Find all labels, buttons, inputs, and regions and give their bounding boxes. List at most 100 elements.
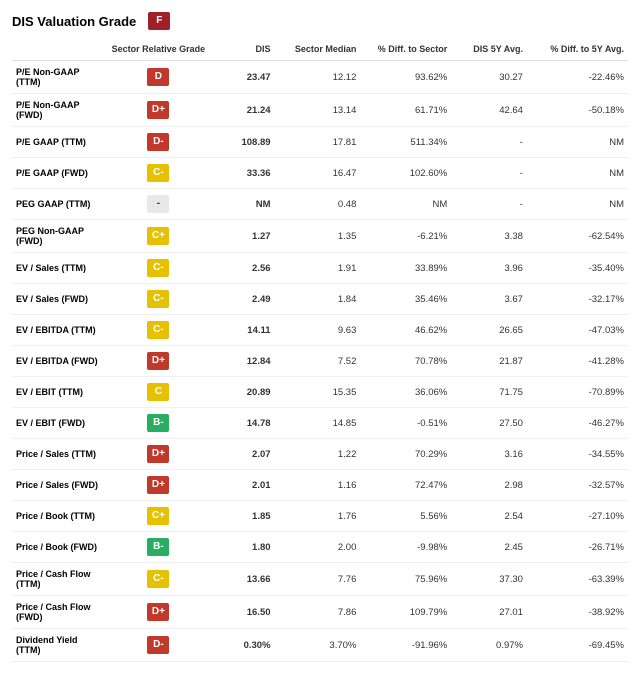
value-cell: -50.18%	[527, 94, 628, 127]
grade-badge: C-	[147, 290, 169, 308]
value-cell: 2.00	[275, 532, 361, 563]
table-row: Price / Cash Flow (FWD)D+16.507.86109.79…	[12, 596, 628, 629]
table-row: P/E GAAP (TTM)D-108.8917.81511.34%-NM	[12, 127, 628, 158]
table-row: Dividend Yield (TTM)D-0.30%3.70%-91.96%0…	[12, 629, 628, 662]
metric-label[interactable]: EV / EBIT (TTM)	[12, 377, 103, 408]
table-row: Price / Sales (TTM)D+2.071.2270.29%3.16-…	[12, 439, 628, 470]
value-cell: 3.96	[451, 253, 527, 284]
metric-label[interactable]: PEG GAAP (TTM)	[12, 189, 103, 220]
value-cell: -26.71%	[527, 532, 628, 563]
value-cell: 16.50	[214, 596, 275, 629]
grade-badge: B-	[147, 414, 169, 432]
value-cell: 30.27	[451, 61, 527, 94]
metric-label[interactable]: Price / Book (FWD)	[12, 532, 103, 563]
value-cell: 3.67	[451, 284, 527, 315]
grade-badge: D+	[147, 352, 169, 370]
value-cell: -6.21%	[360, 220, 451, 253]
value-cell: 511.34%	[360, 127, 451, 158]
value-cell: 7.52	[275, 346, 361, 377]
value-cell: 12.84	[214, 346, 275, 377]
value-cell: 26.65	[451, 315, 527, 346]
grade-badge: C-	[147, 321, 169, 339]
value-cell: 27.01	[451, 596, 527, 629]
value-cell: 1.22	[275, 439, 361, 470]
grade-badge: C-	[147, 259, 169, 277]
grade-cell: C	[103, 377, 214, 408]
metric-label[interactable]: EV / Sales (TTM)	[12, 253, 103, 284]
metric-label[interactable]: Price / Book (TTM)	[12, 501, 103, 532]
value-cell: 61.71%	[360, 94, 451, 127]
value-cell: -46.27%	[527, 408, 628, 439]
value-cell: 71.75	[451, 377, 527, 408]
grade-badge-none: -	[147, 195, 169, 213]
value-cell: 2.98	[451, 470, 527, 501]
value-cell: 1.85	[214, 501, 275, 532]
grade-badge: D+	[147, 603, 169, 621]
grade-cell: D-	[103, 629, 214, 662]
metric-label[interactable]: Price / Sales (FWD)	[12, 470, 103, 501]
metric-label[interactable]: EV / EBIT (FWD)	[12, 408, 103, 439]
table-body: P/E Non-GAAP (TTM)D23.4712.1293.62%30.27…	[12, 61, 628, 662]
value-cell: 27.50	[451, 408, 527, 439]
metric-label[interactable]: EV / EBITDA (FWD)	[12, 346, 103, 377]
value-cell: 33.89%	[360, 253, 451, 284]
value-cell: -35.40%	[527, 253, 628, 284]
value-cell: 1.80	[214, 532, 275, 563]
value-cell: 21.24	[214, 94, 275, 127]
value-cell: 7.76	[275, 563, 361, 596]
table-row: EV / EBIT (FWD)B-14.7814.85-0.51%27.50-4…	[12, 408, 628, 439]
metric-label[interactable]: EV / EBITDA (TTM)	[12, 315, 103, 346]
metric-label[interactable]: P/E GAAP (FWD)	[12, 158, 103, 189]
value-cell: 16.47	[275, 158, 361, 189]
value-cell: 109.79%	[360, 596, 451, 629]
table-row: Price / Book (FWD)B-1.802.00-9.98%2.45-2…	[12, 532, 628, 563]
column-header: Sector Relative Grade	[103, 38, 214, 61]
value-cell: -27.10%	[527, 501, 628, 532]
grade-cell: C-	[103, 158, 214, 189]
grade-badge: C-	[147, 164, 169, 182]
value-cell: NM	[360, 189, 451, 220]
metric-label[interactable]: Price / Cash Flow (FWD)	[12, 596, 103, 629]
value-cell: 1.35	[275, 220, 361, 253]
metric-label[interactable]: PEG Non-GAAP (FWD)	[12, 220, 103, 253]
valuation-table: Sector Relative GradeDISSector Median% D…	[12, 38, 628, 662]
grade-cell: C-	[103, 253, 214, 284]
value-cell: 3.38	[451, 220, 527, 253]
value-cell: 21.87	[451, 346, 527, 377]
value-cell: -34.55%	[527, 439, 628, 470]
grade-badge: C+	[147, 507, 169, 525]
table-row: P/E GAAP (FWD)C-33.3616.47102.60%-NM	[12, 158, 628, 189]
value-cell: 5.56%	[360, 501, 451, 532]
metric-label[interactable]: Price / Sales (TTM)	[12, 439, 103, 470]
value-cell: -22.46%	[527, 61, 628, 94]
metric-label[interactable]: P/E Non-GAAP (FWD)	[12, 94, 103, 127]
table-row: EV / Sales (TTM)C-2.561.9133.89%3.96-35.…	[12, 253, 628, 284]
table-row: Price / Book (TTM)C+1.851.765.56%2.54-27…	[12, 501, 628, 532]
grade-cell: D	[103, 61, 214, 94]
metric-label[interactable]: P/E Non-GAAP (TTM)	[12, 61, 103, 94]
table-row: EV / Sales (FWD)C-2.491.8435.46%3.67-32.…	[12, 284, 628, 315]
table-row: EV / EBITDA (TTM)C-14.119.6346.62%26.65-…	[12, 315, 628, 346]
metric-label[interactable]: P/E GAAP (TTM)	[12, 127, 103, 158]
value-cell: -32.57%	[527, 470, 628, 501]
value-cell: 35.46%	[360, 284, 451, 315]
grade-badge: D-	[147, 636, 169, 654]
grade-cell: B-	[103, 408, 214, 439]
value-cell: -9.98%	[360, 532, 451, 563]
metric-label[interactable]: Price / Cash Flow (TTM)	[12, 563, 103, 596]
column-header	[12, 38, 103, 61]
table-row: Price / Cash Flow (TTM)C-13.667.7675.96%…	[12, 563, 628, 596]
value-cell: NM	[527, 158, 628, 189]
value-cell: 17.81	[275, 127, 361, 158]
value-cell: 14.11	[214, 315, 275, 346]
value-cell: 14.85	[275, 408, 361, 439]
column-header: DIS 5Y Avg.	[451, 38, 527, 61]
value-cell: -	[451, 127, 527, 158]
grade-cell: C+	[103, 220, 214, 253]
value-cell: 2.56	[214, 253, 275, 284]
metric-label[interactable]: Dividend Yield (TTM)	[12, 629, 103, 662]
metric-label[interactable]: EV / Sales (FWD)	[12, 284, 103, 315]
value-cell: -47.03%	[527, 315, 628, 346]
value-cell: 2.54	[451, 501, 527, 532]
value-cell: 2.45	[451, 532, 527, 563]
